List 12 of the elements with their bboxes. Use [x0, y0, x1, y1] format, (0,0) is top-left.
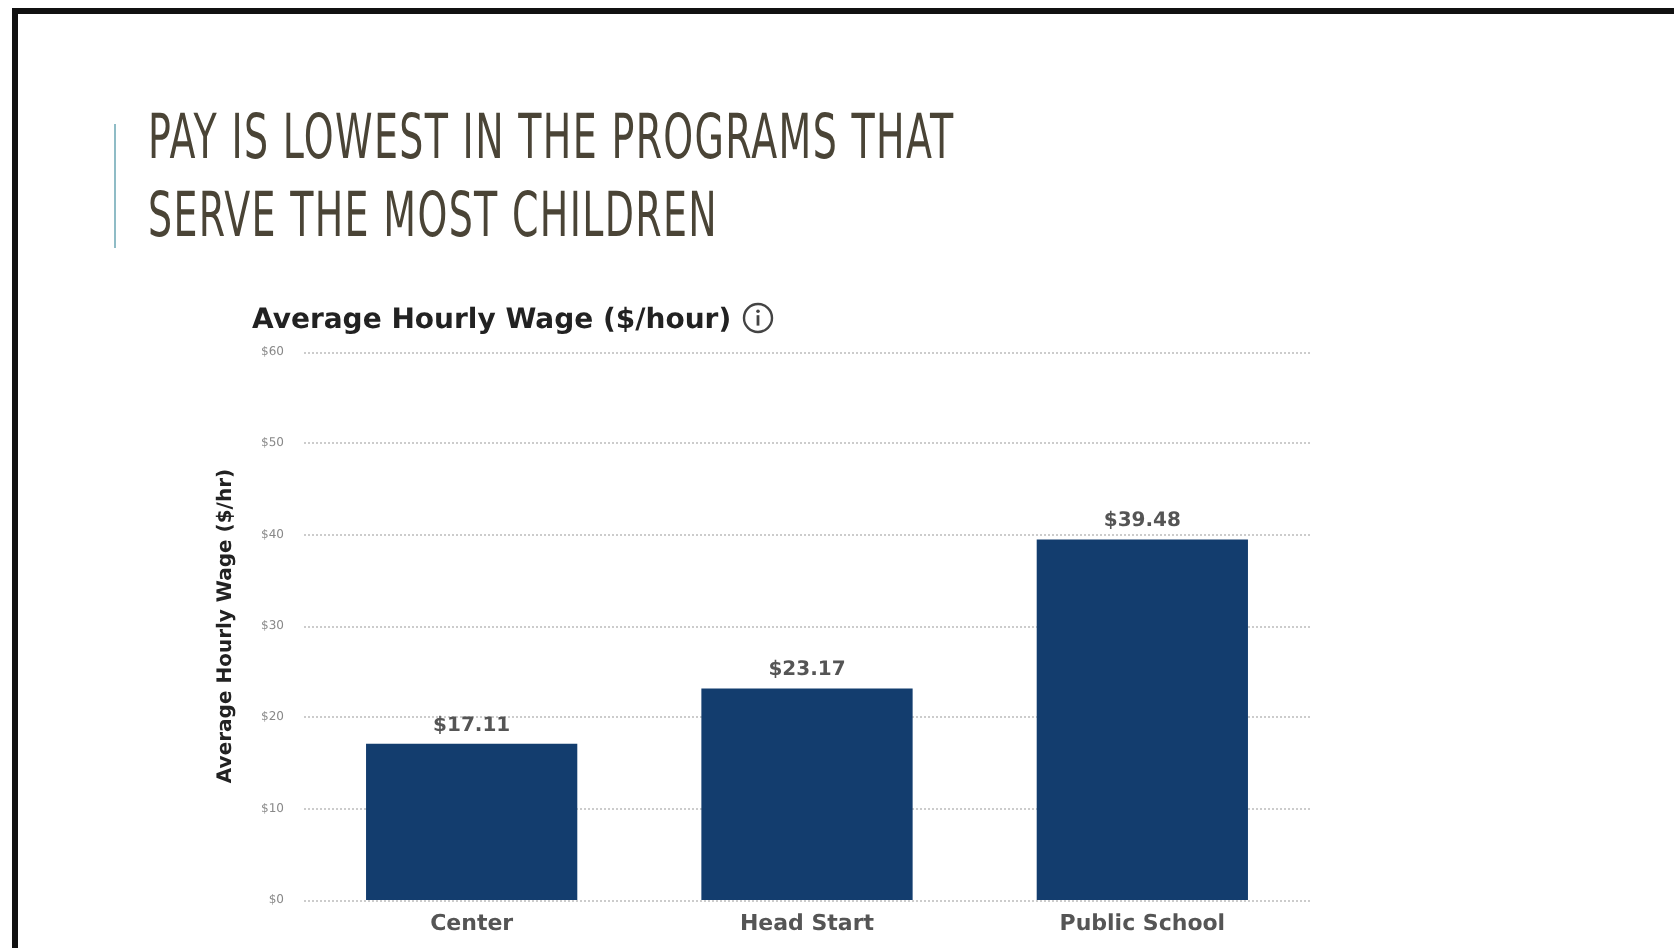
chart-title: PAY IS LOWEST IN THE PROGRAMS THAT SERVE THE MOST CHILDREN: [148, 100, 957, 256]
x-tick-label: Center: [430, 910, 515, 936]
data-label: $23.17: [768, 659, 846, 682]
bar: [1036, 539, 1248, 900]
data-label: $17.11: [433, 714, 511, 737]
x-tick-label: Public School: [1059, 910, 1226, 936]
chart-subtitle: Average Hourly Wage ($/hour): [252, 304, 732, 336]
y-axis-title: Average Hourly Wage ($/hr): [215, 468, 237, 784]
x-tick-label: Head Start: [739, 910, 875, 936]
bar: [366, 743, 578, 900]
bar: [701, 688, 913, 900]
data-label: $39.48: [1103, 510, 1181, 533]
